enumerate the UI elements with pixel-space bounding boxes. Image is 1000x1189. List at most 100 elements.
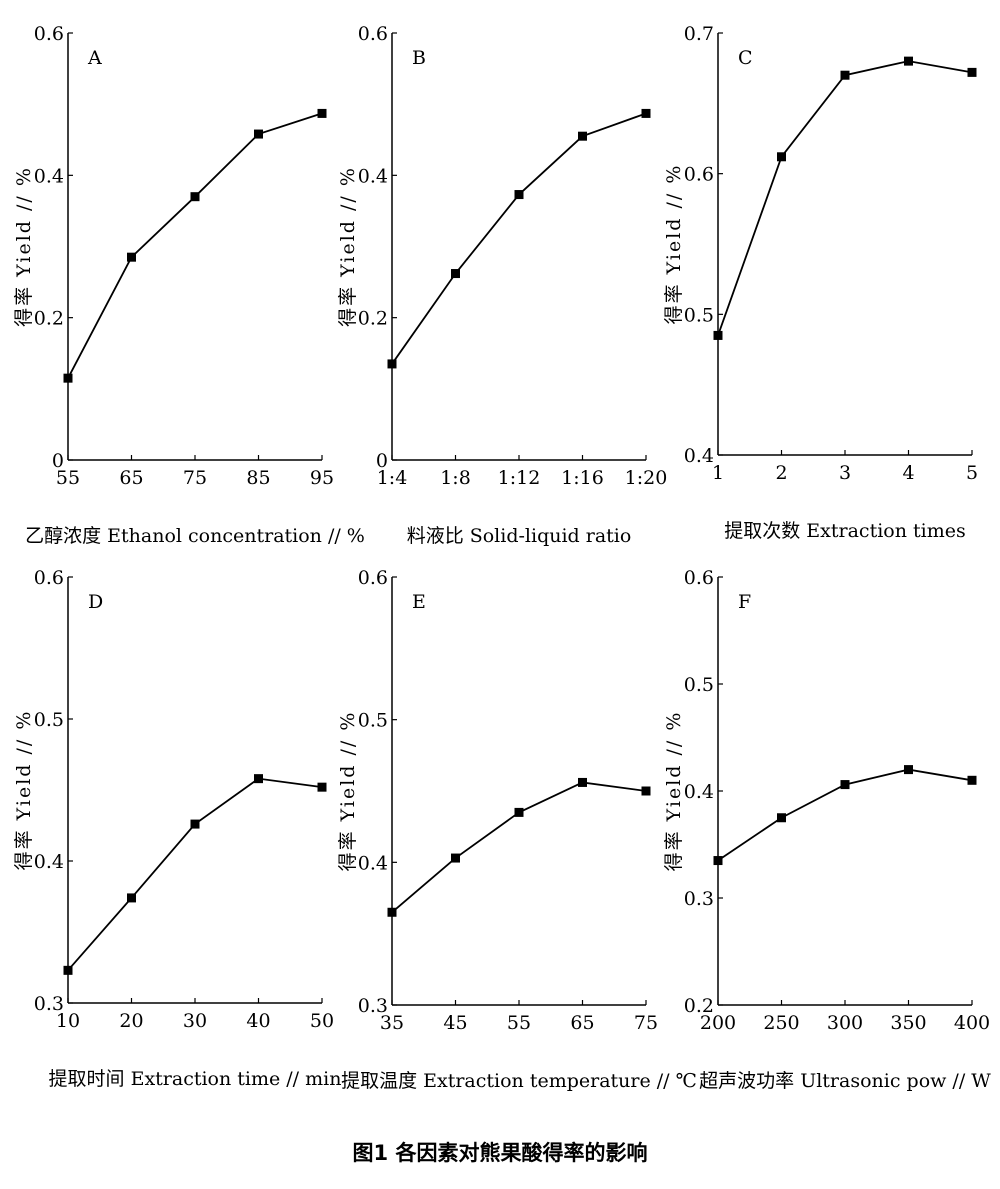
data-point (63, 373, 73, 383)
y-tick-label: 0.2 (34, 308, 64, 330)
x-tick-label: 55 (56, 467, 80, 489)
x-axis-title: 提取温度 Extraction temperature // ℃ (341, 1070, 697, 1092)
data-point (254, 129, 263, 139)
x-tick-label: 200 (700, 1012, 736, 1034)
y-tick-label: 0.4 (34, 851, 64, 873)
data-point (387, 907, 397, 917)
y-tick-label: 0.4 (358, 852, 388, 874)
panel-label: E (412, 591, 426, 613)
y-axis-title: 得率 Yield // % (13, 710, 35, 871)
panel-label: A (87, 47, 102, 69)
data-point (840, 780, 850, 790)
data-point (713, 856, 723, 866)
x-tick-label: 1:20 (625, 467, 668, 489)
x-tick-label: 350 (890, 1012, 926, 1034)
x-tick-label: 300 (827, 1012, 863, 1034)
y-axis-title: 得率 Yield // % (663, 164, 685, 325)
x-tick-label: 75 (634, 1012, 658, 1034)
x-axis-title: 超声波功率 Ultrasonic pow // W (699, 1070, 991, 1092)
y-tick-label: 0.6 (684, 164, 714, 186)
x-tick-label: 3 (839, 462, 851, 484)
data-point (641, 108, 651, 118)
y-tick-label: 0.6 (358, 567, 388, 589)
y-tick-label: 0.2 (358, 308, 388, 330)
data-point (514, 190, 524, 200)
x-tick-label: 95 (310, 467, 334, 489)
chart-panel-d: 0.3 0.4 0.5 0.6 10 20 30 40 50 D 提取时间 Extraction t… (13, 567, 341, 1090)
data-point (713, 330, 723, 340)
data-point (514, 807, 524, 817)
chart-panel-f: 0.2 0.3 0.4 0.5 0.6 200 250 300 350 400 F 超声波功率 Ult… (663, 567, 991, 1092)
x-axis-title: 提取次数 Extraction times (724, 520, 965, 542)
panel-label: B (412, 47, 426, 69)
y-tick-label: 0.3 (358, 995, 388, 1017)
series-line (391, 781, 647, 913)
y-tick-label: 0.5 (358, 710, 388, 732)
y-axis-title: 得率 Yield // % (337, 711, 359, 872)
y-tick-label: 0.6 (34, 567, 64, 589)
x-tick-label: 55 (507, 1012, 531, 1034)
y-tick-label: 0.5 (684, 674, 714, 696)
data-point (578, 777, 587, 787)
data-point (840, 70, 850, 80)
data-point (904, 765, 913, 775)
data-point (254, 774, 263, 784)
x-axis-title: 乙醇浓度 Ethanol concentration // % (25, 525, 365, 547)
y-tick-label: 0.6 (34, 23, 64, 45)
data-point (451, 853, 460, 863)
y-axis-title: 得率 Yield // % (337, 166, 359, 327)
y-tick-label: 0.6 (358, 23, 388, 45)
x-tick-label: 10 (56, 1010, 80, 1032)
x-tick-label: 65 (570, 1012, 594, 1034)
x-tick-label: 50 (310, 1010, 334, 1032)
x-axis-title: 料液比 Solid-liquid ratio (407, 525, 632, 547)
x-tick-label: 65 (119, 467, 143, 489)
x-tick-label: 1:8 (440, 467, 471, 489)
x-tick-label: 35 (380, 1012, 404, 1034)
x-tick-label: 20 (119, 1010, 143, 1032)
series-line (67, 112, 323, 379)
x-tick-label: 85 (246, 467, 270, 489)
y-tick-label: 0.4 (34, 165, 64, 187)
data-point (317, 108, 327, 118)
data-point (777, 813, 786, 823)
chart-panel-a: 0 0.2 0.4 0.6 55 65 75 85 95 A 乙醇浓度 Ethanol concen… (13, 23, 365, 547)
x-tick-label: 1 (712, 462, 724, 484)
data-point (777, 152, 786, 162)
series-line (391, 112, 647, 365)
y-tick-label: 0.3 (34, 993, 64, 1015)
data-point (127, 252, 136, 262)
y-tick-label: 0.3 (684, 888, 714, 910)
data-point (578, 131, 587, 141)
chart-panel-c: 0.4 0.5 0.6 0.7 1 2 3 4 5 C 提取次数 Extraction times 得… (663, 23, 978, 542)
y-tick-label: 0 (376, 450, 388, 472)
x-tick-label: 250 (763, 1012, 799, 1034)
data-point (190, 192, 200, 202)
figure-caption: 图1 各因素对熊果酸得率的影响 (352, 1141, 648, 1165)
x-tick-label: 75 (183, 467, 207, 489)
chart-panel-e: 0.3 0.4 0.5 0.6 35 45 55 65 75 E 提取温度 Extraction t… (337, 567, 697, 1092)
x-tick-label: 1:12 (498, 467, 541, 489)
x-axis-title: 提取时间 Extraction time // min (49, 1068, 342, 1090)
x-tick-label: 45 (443, 1012, 467, 1034)
x-tick-label: 4 (902, 462, 914, 484)
y-tick-label: 0.4 (358, 165, 388, 187)
data-point (317, 782, 327, 792)
panel-label: C (738, 47, 753, 69)
y-tick-label: 0.7 (684, 23, 714, 45)
x-tick-label: 1:4 (377, 467, 408, 489)
y-axis-title: 得率 Yield // % (663, 711, 685, 872)
y-tick-label: 0 (52, 450, 64, 472)
data-point (904, 56, 913, 66)
data-point (127, 893, 136, 903)
x-tick-label: 400 (954, 1012, 990, 1034)
y-tick-label: 0.2 (684, 995, 714, 1017)
y-tick-label: 0.6 (684, 567, 714, 589)
data-point (63, 965, 73, 975)
data-point (641, 786, 651, 796)
x-tick-label: 5 (966, 462, 978, 484)
data-point (387, 359, 397, 369)
data-point (967, 775, 977, 785)
y-axis-title: 得率 Yield // % (13, 166, 35, 327)
